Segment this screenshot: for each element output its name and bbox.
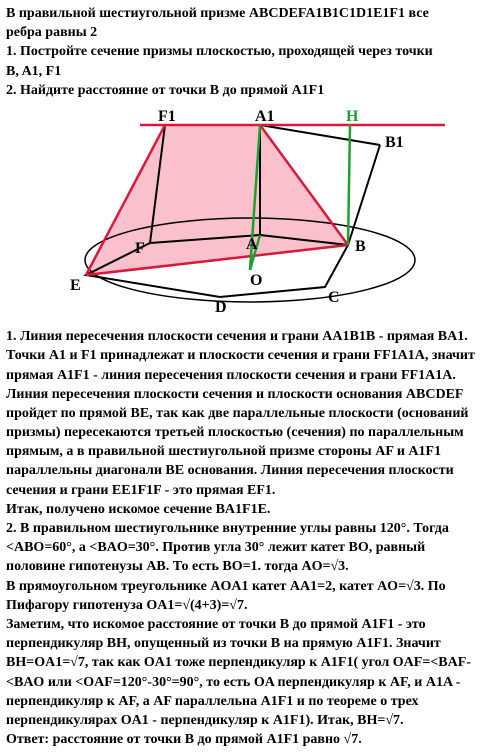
sol-2e: Пифагору гипотенуза OA1=√(4+3)=√7. xyxy=(6,597,494,615)
solution-text: 1. Линия пересечения плоскости сечения и… xyxy=(0,323,500,756)
problem-task2: 2. Найдите расстояние от точки B до прям… xyxy=(6,82,494,100)
label-f1: F1 xyxy=(158,108,176,125)
sol-1f: призмы) пересекаются третьей плоскостью … xyxy=(6,424,494,442)
sol-2k: перпендикулярах OA1 - перпендикуляр к A1… xyxy=(6,712,494,730)
sol-1g: прямым, а в правильной шестиугольной при… xyxy=(6,443,494,461)
sol-2i: <BAO или <OAF=120°-30°=90°, то есть OA п… xyxy=(6,674,494,692)
problem-title-2: ребра равны 2 xyxy=(6,24,494,42)
problem-title-1: В правильной шестиугольной призме ABCDEF… xyxy=(6,5,494,23)
sol-2d: В прямоугольном треугольнике AOA1 катет … xyxy=(6,578,494,596)
prism-diagram: F1 A1 H B1 F A B E D C O xyxy=(50,105,450,315)
sol-2b: <ABO=60°, а <BAO=30°. Против угла 30° ле… xyxy=(6,539,494,557)
edge-a1-b1 xyxy=(260,125,380,145)
label-o: O xyxy=(250,272,262,289)
sol-1e: пройдет по прямой BE, так как две паралл… xyxy=(6,405,494,423)
sol-2l: Ответ: расстояние от точки B до прямой A… xyxy=(6,731,494,749)
sol-1d: Линия пересечения плоскости сечения и пл… xyxy=(6,386,494,404)
sol-2h: BH=OA1=√7, так как OA1 тоже перпендикуля… xyxy=(6,654,494,672)
sol-1c: прямая A1F1 - линия пересечения плоскост… xyxy=(6,367,494,385)
sol-1a: 1. Линия пересечения плоскости сечения и… xyxy=(6,328,494,346)
problem-statement: В правильной шестиугольной призме ABCDEF… xyxy=(0,0,500,103)
sol-2g: перпендикуляр BH, опущенный из точки B н… xyxy=(6,635,494,653)
label-a: A xyxy=(246,236,258,253)
label-f: F xyxy=(135,240,145,257)
sol-2f: Заметим, что искомое расстояние от точки… xyxy=(6,616,494,634)
sol-1j: Итак, получено искомое сечение BA1F1E. xyxy=(6,501,494,519)
label-h: H xyxy=(346,108,359,125)
sol-1h: параллельны диагонали BE основания. Лини… xyxy=(6,462,494,480)
label-d: D xyxy=(215,299,227,315)
diagram-container: F1 A1 H B1 F A B E D C O xyxy=(0,103,500,323)
problem-task1-l2: B, A1, F1 xyxy=(6,63,494,81)
label-b1: B1 xyxy=(385,134,404,151)
label-e: E xyxy=(70,277,81,294)
sol-1b: Точки A1 и F1 принадлежат и плоскости се… xyxy=(6,347,494,365)
problem-task1-l1: 1. Постройте сечение призмы плоскостью, … xyxy=(6,43,494,61)
sol-1i: сечения и грани EE1F1F - это прямая EF1. xyxy=(6,482,494,500)
label-c: C xyxy=(328,289,340,306)
sol-2j: перпендикуляр к AF, а AF параллельна A1F… xyxy=(6,693,494,711)
sol-2c: половине гипотенузы AB. То есть BO=1. то… xyxy=(6,558,494,576)
label-a1: A1 xyxy=(255,108,275,125)
label-b: B xyxy=(355,238,366,255)
sol-2a: 2. В правильном шестиугольнике внутренни… xyxy=(6,520,494,538)
